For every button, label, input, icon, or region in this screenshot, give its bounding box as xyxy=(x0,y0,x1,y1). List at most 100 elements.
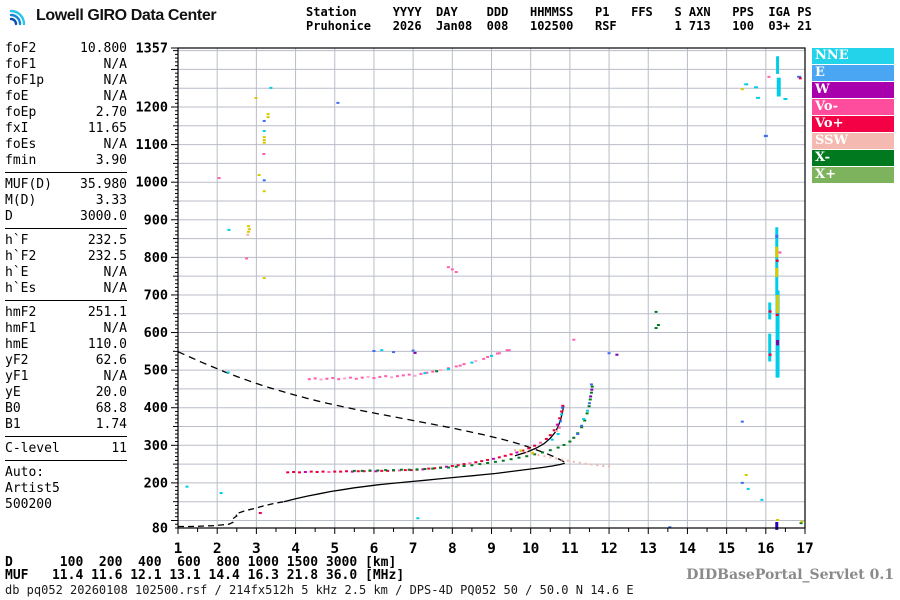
f2-o-mode-trace-dot xyxy=(386,469,390,472)
ssw-dotted-curve-dot xyxy=(602,464,605,467)
f2-x-mode-trace-dot xyxy=(360,469,364,472)
legend-item-E: E xyxy=(812,65,894,81)
f2-x-mode-trace-dot xyxy=(431,467,435,470)
param-label: foF1 xyxy=(5,57,37,72)
y-axis-label: 300 xyxy=(144,438,168,454)
y-axis-label: 80 xyxy=(152,521,168,537)
ssw-dotted-curve-dot xyxy=(514,449,517,452)
second-hop-f-trace-dot xyxy=(474,360,478,363)
f2-x-mode-trace-dot xyxy=(415,468,419,471)
echo-speckle xyxy=(668,526,672,529)
ssw-dotted-curve-dot xyxy=(566,459,569,462)
x-axis-label: 8 xyxy=(448,541,457,557)
f2-x-mode-trace-dot xyxy=(568,440,572,443)
echo-streak xyxy=(776,294,780,313)
ssw-dotted-curve-dot xyxy=(537,454,540,457)
legend-item-SSW: SSW xyxy=(812,133,894,149)
param-value: N/A xyxy=(103,369,127,384)
f2-o-mode-trace-dot xyxy=(427,467,431,470)
f2-x-mode-trace-dot xyxy=(585,412,589,415)
ssw-dotted-curve-dot xyxy=(608,465,611,468)
x-axis-label: 5 xyxy=(330,541,339,557)
echo-speckle xyxy=(262,139,266,142)
f2-x-mode-trace-dot xyxy=(399,468,403,471)
x-axis-label: 4 xyxy=(291,541,300,557)
param-row: fxI 11.65 xyxy=(5,121,127,137)
f2-o-mode-trace-dot xyxy=(409,469,413,472)
giro-logo xyxy=(9,9,26,26)
param-label: MUF(D) xyxy=(5,177,52,192)
param-row: D 3000.0 xyxy=(5,209,127,225)
x-axis-label: 14 xyxy=(679,541,697,557)
f2-o-mode-trace-dot xyxy=(474,461,478,464)
param-value: 232.5 xyxy=(87,249,127,264)
echo-speckle xyxy=(266,113,270,116)
echo-streak xyxy=(763,134,768,138)
param-row: hmF1 N/A xyxy=(5,321,127,337)
param-label: B1 xyxy=(5,417,21,432)
echo-speckle xyxy=(576,433,580,436)
param-label: hmE xyxy=(5,337,29,352)
param-value: 35.980 xyxy=(80,177,127,192)
echo-streak xyxy=(768,333,772,362)
param-row: foF1 N/A xyxy=(5,57,127,73)
second-hop-f-trace-dot xyxy=(407,373,411,376)
f2-o-mode-trace-dot xyxy=(321,470,325,473)
echo-speckle xyxy=(470,361,474,364)
param-row: foEs N/A xyxy=(5,137,127,153)
echo-speckle xyxy=(245,257,249,260)
param-label: h`Es xyxy=(5,281,37,296)
param-label: fmin xyxy=(5,153,37,168)
f2-o-mode-trace-dot xyxy=(555,423,559,426)
f2-o-mode-trace-dot xyxy=(480,460,484,463)
f2-x-mode-trace-dot xyxy=(533,453,537,456)
second-hop-f-trace-dot xyxy=(307,378,311,381)
status-line: db pq052 20260108 102500.rsf / 214fx512h… xyxy=(5,583,634,597)
param-label: foE xyxy=(5,89,29,104)
f2-o-mode-trace-dot xyxy=(356,470,360,473)
param-row: yE 20.0 xyxy=(5,385,127,401)
y-axis-label: 400 xyxy=(144,400,168,416)
y-axis-label: 700 xyxy=(144,287,168,303)
x-axis-label: 11 xyxy=(561,541,579,557)
param-value: N/A xyxy=(103,73,127,88)
f2-o-mode-trace-dot xyxy=(315,470,319,473)
echo-speckle xyxy=(654,310,658,313)
ssw-dotted-curve-dot xyxy=(543,455,546,458)
second-hop-f-trace-dot xyxy=(495,352,499,355)
y-axis-label: 1000 xyxy=(135,175,168,191)
echo-speckle xyxy=(266,116,270,119)
f2-x-mode-trace-dot xyxy=(368,469,372,472)
f2-o-mode-trace-dot xyxy=(552,429,556,432)
f2-o-mode-trace-dot xyxy=(503,454,507,457)
f2-o-mode-trace-dot xyxy=(468,462,472,465)
param-row: foE N/A xyxy=(5,89,127,105)
echo-speckle xyxy=(580,424,584,427)
f2-o-mode-trace-dot xyxy=(397,469,401,472)
second-hop-f-trace-dot xyxy=(343,377,347,380)
echo-streak xyxy=(783,97,788,100)
second-hop-f-trace-dot xyxy=(413,374,417,377)
x-axis-label: 2 xyxy=(213,541,222,557)
echo-speckle xyxy=(740,481,744,484)
f2-o-mode-trace-dot xyxy=(297,471,301,474)
second-hop-f-trace-dot xyxy=(372,377,376,380)
echo-speckle xyxy=(446,266,450,269)
echo-speckle xyxy=(615,353,619,356)
second-hop-f-trace-dot xyxy=(462,363,466,366)
param-value: 3000.0 xyxy=(80,209,127,224)
f2-o-mode-trace-dot xyxy=(421,468,425,471)
echo-direction-legend: NNE E W Vo- Vo+ SSW X- X+ xyxy=(812,48,894,184)
echo-speckle xyxy=(497,352,501,355)
param-value: N/A xyxy=(103,265,127,280)
y-axis-label: 500 xyxy=(144,363,168,379)
second-hop-f-trace-dot xyxy=(313,377,317,380)
f2-x-mode-trace-dot xyxy=(517,456,521,459)
param-label: yF2 xyxy=(5,353,29,368)
f2-x-mode-trace-dot xyxy=(580,426,584,429)
f2-x-mode-trace-dot xyxy=(446,466,450,469)
echo-speckle xyxy=(589,395,593,398)
second-hop-f-trace-dot xyxy=(360,376,364,379)
param-row: yF1 N/A xyxy=(5,369,127,385)
legend-item-NNE: NNE xyxy=(812,48,894,64)
